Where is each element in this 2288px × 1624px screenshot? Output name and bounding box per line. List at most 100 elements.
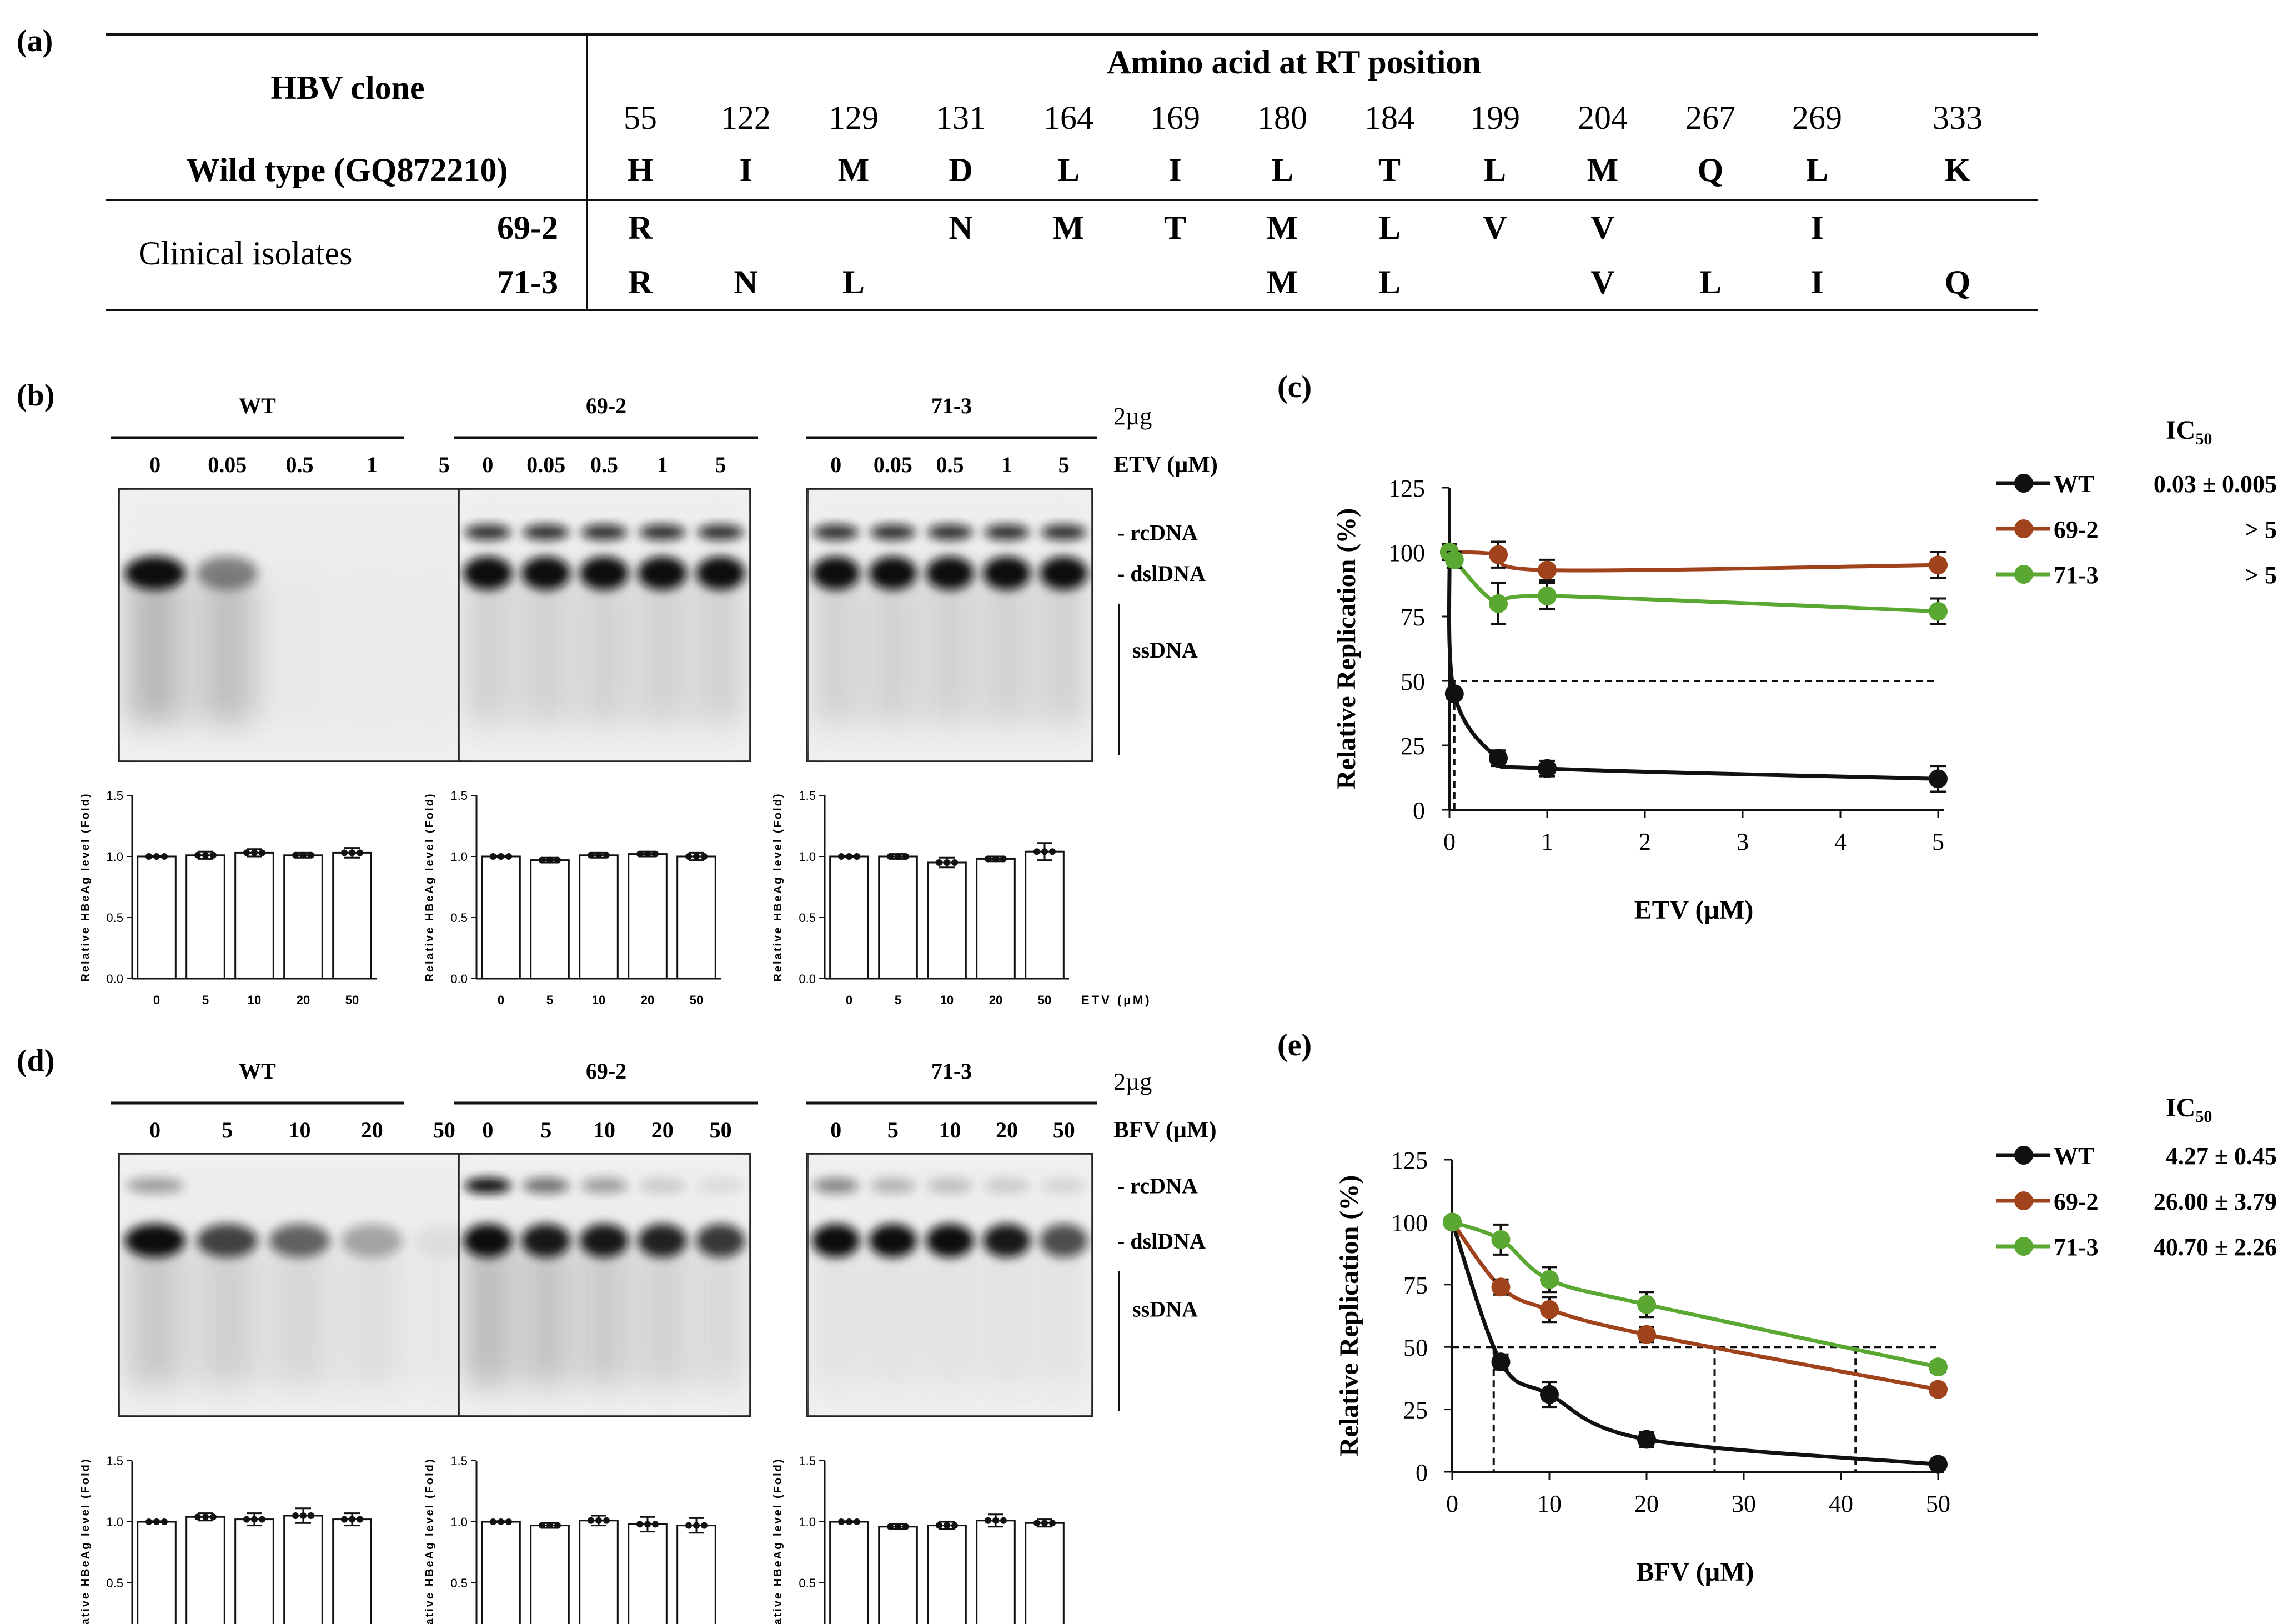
legend-item-71-3: 71-3 > 5 (1996, 562, 2277, 589)
isolate-residue: Q (1945, 264, 1971, 300)
bar-point (546, 856, 553, 864)
x-tick-label: 2 (1639, 828, 1651, 855)
bar (676, 1525, 716, 1624)
lane-label: 0.5 (286, 452, 314, 477)
bar (137, 1521, 177, 1624)
bar-point (902, 1523, 909, 1530)
data-point-71-3 (1637, 1295, 1656, 1314)
data-point-69-2 (1540, 1300, 1559, 1319)
position-164: 164 (1043, 99, 1093, 136)
bar-ytick: 1.0 (799, 1515, 816, 1529)
bar (579, 1520, 619, 1624)
bar (927, 861, 967, 980)
blot-image-WT (118, 1153, 481, 1417)
data-point-71-3 (1538, 586, 1557, 605)
lane-label: 1 (657, 452, 668, 477)
clinical-label: Clinical isolates (139, 235, 353, 272)
isolate-residue: V (1590, 209, 1614, 246)
ic50-header: IC50 (2166, 1093, 2212, 1126)
lane-label: 5 (715, 452, 726, 477)
series-line-71-3 (1447, 550, 1939, 614)
y-tick-label: 125 (1388, 475, 1425, 502)
lane-label: 0 (149, 1117, 160, 1142)
bar-point (498, 853, 504, 860)
lane-label: 50 (1053, 1117, 1075, 1142)
position-131: 131 (936, 99, 986, 136)
x-axis-label: BFV (µM) (1636, 1557, 1754, 1587)
bar-point (693, 1522, 700, 1529)
wildtype-residue: H (628, 152, 654, 188)
blot-group-WT: WT (239, 1059, 276, 1084)
bar-xunit: ETV (µM) (1081, 993, 1152, 1007)
bar-point (145, 853, 152, 860)
bar-xtick: 0 (153, 993, 160, 1007)
bar-point (588, 1517, 594, 1524)
bar (628, 853, 668, 980)
chart-e: (e) 0 25 50 75 100 125 0 10 20 30 40 50 BFV (µM) Relat… (1277, 1028, 2277, 1587)
data-point-WT (1538, 759, 1557, 778)
bar-point (701, 1522, 708, 1529)
lane-label: 0.5 (590, 452, 618, 477)
drug-label: ETV (µM) (1113, 452, 1218, 478)
x-tick-label: 4 (1834, 828, 1847, 855)
bar-ytick: 1.5 (450, 789, 468, 803)
bar-xtick: 50 (345, 993, 359, 1007)
x-tick-label: 30 (1732, 1490, 1756, 1517)
data-point-69-2 (1489, 545, 1508, 564)
band-label-ssdna: ssDNA (1132, 638, 1198, 663)
bar-point (944, 859, 950, 866)
panel-label-c: (c) (1277, 370, 1312, 404)
data-point-69-2 (1929, 555, 1948, 575)
bar-ytick: 1.0 (106, 1515, 123, 1529)
legend-label: WT (2054, 470, 2094, 498)
bar-point (992, 1517, 999, 1524)
legend-ic50-value: > 5 (2245, 562, 2277, 589)
bar (481, 1521, 521, 1624)
legend-label: WT (2054, 1142, 2094, 1170)
bar-xtick: 0 (846, 993, 852, 1007)
wildtype-residue: L (1271, 152, 1293, 188)
position-122: 122 (721, 99, 771, 136)
position-199: 199 (1470, 99, 1520, 136)
mutation-table: (a) HBV clone Amino acid at RT position … (17, 24, 2038, 311)
position-header: Amino acid at RT position (1107, 44, 1481, 81)
data-point-WT (1491, 1352, 1511, 1372)
bar-point (153, 853, 160, 860)
lane-label: 1 (1001, 452, 1012, 477)
y-tick-label: 125 (1391, 1147, 1428, 1174)
bar-point (944, 1522, 950, 1529)
bar-ytick: 1.5 (106, 789, 123, 803)
wildtype-residue: Q (1698, 152, 1724, 188)
data-point-69-2 (1538, 560, 1557, 580)
bar (137, 855, 177, 980)
bar-ylabel: Relative HBeAg level (Fold) (424, 1457, 436, 1624)
panel-label-d: (d) (17, 1044, 54, 1078)
bar-ytick: 0.5 (799, 911, 816, 925)
x-tick-label: 10 (1537, 1490, 1562, 1517)
lane-label: 5 (887, 1117, 899, 1142)
y-tick-label: 100 (1388, 539, 1425, 567)
data-point-WT (1444, 684, 1464, 704)
data-point-71-3 (1489, 594, 1508, 613)
blot-image-71-3 (806, 488, 1093, 762)
bar (530, 1525, 570, 1624)
bar-point (854, 853, 860, 860)
data-point-69-2 (1491, 1277, 1511, 1297)
bar-ylabel: Relative HBeAg level (Fold) (772, 792, 784, 981)
wildtype-residue: I (739, 152, 752, 188)
isolate-name-71-3: 71-3 (497, 264, 558, 300)
panel-label-a: (a) (17, 24, 53, 58)
bar (628, 1523, 668, 1624)
bar-point (341, 849, 348, 856)
bar-point (992, 855, 999, 863)
legend-item-71-3: 71-3 40.70 ± 2.26 (1996, 1234, 2277, 1261)
lane-label: 10 (289, 1117, 311, 1142)
lane-label: 0.05 (874, 452, 912, 477)
bar-xtick: 5 (895, 993, 901, 1007)
lane-label: 10 (593, 1117, 615, 1142)
bar (676, 855, 716, 980)
isolate-residue: V (1590, 264, 1614, 300)
bar-point (846, 1518, 852, 1525)
bar (283, 1515, 323, 1624)
